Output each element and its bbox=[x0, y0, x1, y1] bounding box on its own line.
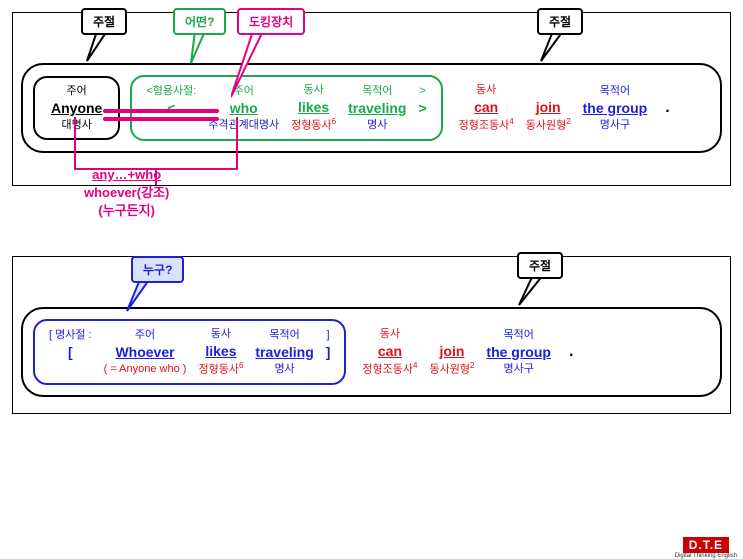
word-column: 동사likes정형동사6 bbox=[285, 83, 342, 133]
panel-2: 누구? 주절 [ 명사절 :[ 주어Whoever( = Anyone who … bbox=[12, 256, 731, 414]
pos-label: 명사구 bbox=[600, 118, 630, 133]
word: Whoever bbox=[115, 343, 174, 362]
pink-connector-bar bbox=[103, 109, 219, 113]
word: join bbox=[440, 342, 465, 361]
callout-tail bbox=[513, 275, 553, 309]
callout-which: 어떤? bbox=[173, 8, 226, 35]
word: who bbox=[230, 99, 258, 118]
word: traveling bbox=[255, 343, 313, 362]
callout-label: 주절 bbox=[93, 15, 115, 29]
word-column: 목적어the group명사구 bbox=[480, 328, 557, 377]
callout-label: 누구? bbox=[143, 263, 172, 277]
whoever-note: any…+who whoever(강조) (누구든지) bbox=[84, 166, 169, 221]
callout-label: 어떤? bbox=[185, 15, 214, 29]
word: join bbox=[536, 98, 561, 117]
role-label: 동사 bbox=[476, 83, 496, 98]
word: Anyone bbox=[51, 99, 102, 118]
word: the group bbox=[486, 343, 551, 362]
clause-box-2: [ 명사절 :[ 주어Whoever( = Anyone who )동사like… bbox=[21, 307, 722, 397]
pos-label: 명사 bbox=[367, 118, 387, 133]
callout-label: 주절 bbox=[549, 15, 571, 29]
word: likes bbox=[205, 342, 236, 361]
role-label bbox=[547, 83, 550, 98]
role-label: 목적어 bbox=[504, 328, 534, 343]
word-column: 동사likes정형동사6 bbox=[192, 327, 249, 377]
role-label: 동사 bbox=[304, 83, 324, 98]
word-column: 주어Whoever( = Anyone who ) bbox=[98, 328, 193, 377]
pos-label: 명사구 bbox=[504, 362, 534, 377]
note-line: any…+who bbox=[84, 166, 169, 184]
callout-label: 주절 bbox=[529, 259, 551, 273]
word: traveling bbox=[348, 99, 406, 118]
pos-label: ( = Anyone who ) bbox=[104, 362, 187, 377]
pos-label: 정형동사6 bbox=[198, 361, 243, 378]
word: can bbox=[474, 98, 498, 117]
clause-close: ]] bbox=[320, 328, 337, 377]
pink-connector-bar bbox=[103, 117, 219, 121]
word-column: 목적어the group명사구 bbox=[577, 84, 654, 133]
callout-tail bbox=[189, 31, 219, 65]
clause-open: [ 명사절 :[ bbox=[43, 328, 98, 377]
predicate-columns-1: 동사can정형조동사4 join동사원형2목적어the group명사구 bbox=[453, 83, 654, 133]
panel-1: 주절 어떤? 도킹장치 주절 주어 Anyone 대명사 <형용사절: bbox=[12, 12, 731, 186]
role-label: 목적어 bbox=[362, 84, 392, 99]
word-column: join동사원형2 bbox=[423, 327, 480, 377]
callout-tail bbox=[535, 31, 575, 65]
pos-label: 동사원형2 bbox=[429, 361, 474, 378]
callout-tail bbox=[231, 31, 271, 99]
period: . bbox=[569, 343, 573, 361]
logo: D.T.E Digital Thinking English bbox=[675, 537, 737, 559]
role-label: 목적어 bbox=[269, 328, 299, 343]
callout-docking: 도킹장치 bbox=[237, 8, 305, 35]
word: likes bbox=[298, 98, 329, 117]
period: . bbox=[665, 99, 669, 117]
role-label: 주어 bbox=[135, 328, 155, 343]
pos-label: 정형조동사4 bbox=[459, 117, 514, 134]
note-line: (누구든지) bbox=[84, 202, 169, 220]
note-line: whoever(강조) bbox=[84, 184, 169, 202]
callout-main-clause-1: 주절 bbox=[81, 8, 127, 35]
pos-label: 정형조동사4 bbox=[362, 361, 417, 378]
callout-label: 도킹장치 bbox=[249, 15, 293, 29]
role-label: 동사 bbox=[380, 327, 400, 342]
clause-close: >> bbox=[412, 84, 432, 133]
callout-tail bbox=[79, 31, 119, 65]
word-column: 목적어traveling명사 bbox=[249, 328, 319, 377]
callout-main-clause-2: 주절 bbox=[537, 8, 583, 35]
role-label: 목적어 bbox=[600, 84, 630, 99]
logo-main: D.T.E bbox=[683, 537, 729, 553]
logo-sub: Digital Thinking English bbox=[675, 553, 737, 559]
role-label bbox=[450, 327, 453, 342]
word-column: join동사원형2 bbox=[520, 83, 577, 133]
pos-label: 명사 bbox=[274, 362, 294, 377]
word: can bbox=[378, 342, 402, 361]
word: the group bbox=[583, 99, 648, 118]
callout-main-clause-3: 주절 bbox=[517, 252, 563, 279]
word-column: 동사can정형조동사4 bbox=[356, 327, 423, 377]
word-column: 목적어traveling명사 bbox=[342, 84, 412, 133]
callout-who: 누구? bbox=[131, 256, 184, 283]
role-label: 동사 bbox=[211, 327, 231, 342]
pos-label: 동사원형2 bbox=[526, 117, 571, 134]
word-column: 동사can정형조동사4 bbox=[453, 83, 520, 133]
noun-clause-box: [ 명사절 :[ 주어Whoever( = Anyone who )동사like… bbox=[33, 319, 346, 385]
pos-label: 정형동사6 bbox=[291, 117, 336, 134]
predicate-columns-2: 동사can정형조동사4 join동사원형2목적어the group명사구 bbox=[356, 327, 557, 377]
role-label: 주어 bbox=[67, 84, 87, 99]
